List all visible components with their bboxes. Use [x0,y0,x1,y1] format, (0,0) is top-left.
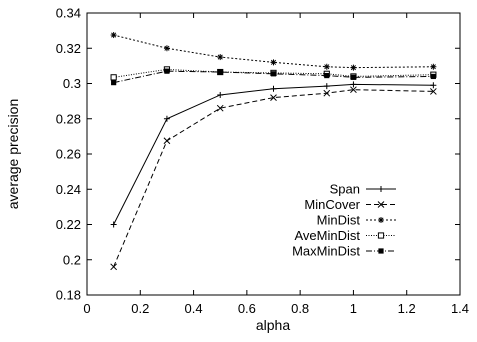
data-point-mindist [350,64,357,71]
data-point-mindist [430,63,437,70]
data-point-mincover [350,86,357,94]
legend-label-mindist: MinDist [317,213,361,228]
x-tick-label: 0 [83,301,90,316]
x-tick-label: 0.8 [291,301,309,316]
x-tick-label: 0.2 [131,301,149,316]
data-point-span [217,91,224,98]
y-tick-label: 0.18 [56,288,81,303]
data-point-mindist [270,59,277,66]
legend-marker-maxmindist [378,248,384,254]
data-point-maxmindist [350,74,357,80]
data-point-mincover [110,263,117,271]
plot-frame [86,12,461,296]
legend-label-span: Span [330,182,360,197]
data-point-mincover [216,104,224,112]
x-tick-label: 0.6 [238,301,256,316]
x-tick-label: 1.4 [451,301,469,316]
y-tick-label: 0.32 [56,41,81,56]
legend-marker-span [378,186,384,192]
data-point-avemindist [110,74,117,81]
y-tick-label: 0.26 [56,147,81,162]
y-axis-label: average precision [5,99,21,210]
legend-marker-avemindist [377,232,385,239]
y-tick-label: 0.34 [56,6,81,21]
data-point-mindist [323,63,330,70]
x-axis-label: alpha [256,317,290,333]
data-point-mincover [323,89,331,97]
legend-marker-mindist [378,217,384,223]
x-tick-label: 1.2 [398,301,416,316]
data-point-mincover [270,94,277,101]
data-point-mindist [163,45,170,52]
data-point-span [110,221,117,228]
data-point-maxmindist [324,72,330,79]
data-point-span [270,85,277,92]
y-tick-label: 0.22 [56,217,81,232]
series-line-mincover [113,89,434,267]
data-point-mindist [217,54,224,61]
series-group [110,32,437,271]
data-point-mincover [430,88,437,95]
y-tick-label: 0.3 [63,76,81,91]
data-point-maxmindist [430,73,436,80]
data-point-maxmindist [217,69,223,75]
data-point-span [350,81,357,88]
legend-label-mincover: MinCover [304,197,360,212]
axis-ticks: 0 0.2 0.4 0.6 0.8 1 1.2 1.4 0.18 0.2 0.22 0.24 0.26 0… [56,6,469,317]
x-tick-label: 1 [350,301,357,316]
legend-label-avemindist: AveMinDist [294,228,360,243]
data-point-mincover [163,137,171,145]
x-tick-label: 0.4 [185,301,203,316]
y-tick-label: 0.2 [63,252,81,267]
data-point-span [430,82,437,89]
data-point-mindist [110,32,117,39]
data-point-maxmindist [111,80,117,86]
data-point-maxmindist [270,71,277,77]
y-tick-label: 0.28 [56,111,81,126]
data-point-maxmindist [164,68,170,74]
legend-marker-mincover [377,201,385,208]
data-point-span [163,115,170,122]
legend-label-maxmindist: MaxMinDist [292,244,360,259]
y-tick-label: 0.24 [56,182,81,197]
data-point-span [323,83,330,90]
